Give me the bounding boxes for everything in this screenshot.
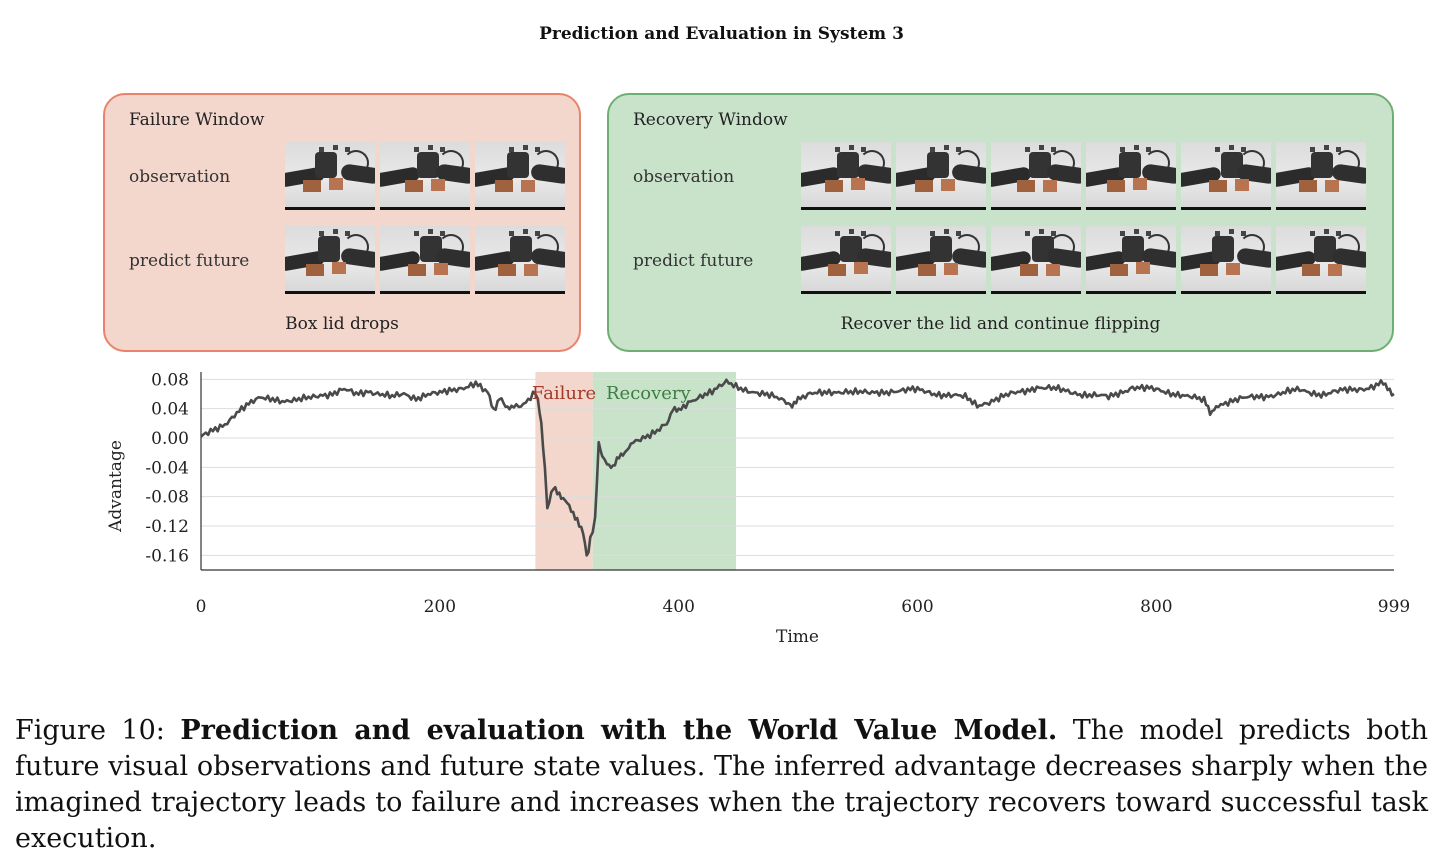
robot-frame-image xyxy=(475,226,565,294)
figure-caption: Figure 10: Prediction and evaluation wit… xyxy=(15,713,1428,857)
robot-frame-image xyxy=(1086,226,1176,294)
x-axis-label: Time xyxy=(776,627,819,647)
robot-frame-image xyxy=(1181,142,1271,210)
x-tick-label: 999 xyxy=(1378,597,1410,617)
recovery-observation-label: observation xyxy=(633,167,735,187)
y-tick-label: -0.04 xyxy=(145,458,189,478)
robot-frame-image xyxy=(801,226,891,294)
failure-observation-label: observation xyxy=(129,167,231,187)
y-axis-label: Advantage xyxy=(106,440,126,533)
robot-frame-image xyxy=(1086,142,1176,210)
advantage-chart-svg: 0.08 0.04 0.00 -0.04 -0.08 -0.12 -0.16 0 200 400 6… xyxy=(106,370,1410,647)
x-tick-label: 0 xyxy=(196,597,207,617)
y-tick-label: 0.08 xyxy=(151,370,189,390)
robot-frame-image xyxy=(801,142,891,210)
figure-caption-prefix: Figure 10: xyxy=(15,715,181,746)
robot-frame-image xyxy=(475,142,565,210)
robot-frame-image xyxy=(1276,142,1366,210)
failure-caption: Box lid drops xyxy=(285,314,399,334)
advantage-series-line xyxy=(200,378,1395,557)
figure-caption-bold: Prediction and evaluation with the World… xyxy=(180,715,1058,746)
y-tick-label: -0.12 xyxy=(145,517,189,537)
x-tick-label: 800 xyxy=(1140,597,1172,617)
robot-frame-image xyxy=(896,142,986,210)
robot-frame-image xyxy=(1181,226,1271,294)
robot-frame-image xyxy=(380,142,470,210)
failure-observation-frames xyxy=(285,142,565,210)
failure-window-title: Failure Window xyxy=(129,110,265,130)
robot-frame-image xyxy=(991,226,1081,294)
recovery-window-title: Recovery Window xyxy=(633,110,788,130)
recovery-predict-label: predict future xyxy=(633,251,754,271)
failure-prediction-frames xyxy=(285,226,565,294)
failure-predict-label: predict future xyxy=(129,251,250,271)
robot-frame-image xyxy=(380,226,470,294)
robot-frame-image xyxy=(991,142,1081,210)
recovery-observation-frames xyxy=(801,142,1366,210)
figure-title: Prediction and Evaluation in System 3 xyxy=(539,24,904,44)
y-tick-label: -0.16 xyxy=(145,546,189,566)
robot-frame-image xyxy=(1276,226,1366,294)
failure-region-label: Failure xyxy=(532,383,596,404)
recovery-caption: Recover the lid and continue flipping xyxy=(840,314,1161,334)
recovery-region-label: Recovery xyxy=(606,383,692,404)
y-tick-label: 0.00 xyxy=(151,429,189,449)
y-tick-label: 0.04 xyxy=(151,400,189,420)
robot-frame-image xyxy=(285,142,375,210)
advantage-chart: 0.08 0.04 0.00 -0.04 -0.08 -0.12 -0.16 0 200 400 6… xyxy=(0,360,1443,660)
robot-frame-image xyxy=(896,226,986,294)
y-tick-label: -0.08 xyxy=(145,488,189,508)
x-tick-label: 400 xyxy=(662,597,694,617)
x-tick-label: 600 xyxy=(901,597,933,617)
x-tick-label: 200 xyxy=(424,597,456,617)
figure-caption-body: The model predicts both future visual ob… xyxy=(15,715,1429,854)
robot-frame-image xyxy=(285,226,375,294)
recovery-window-panel: Recovery Window observation predict futu… xyxy=(607,93,1394,352)
failure-window-panel: Failure Window observation predict futur… xyxy=(103,93,581,352)
recovery-prediction-frames xyxy=(801,226,1366,294)
recovery-region xyxy=(592,372,736,570)
